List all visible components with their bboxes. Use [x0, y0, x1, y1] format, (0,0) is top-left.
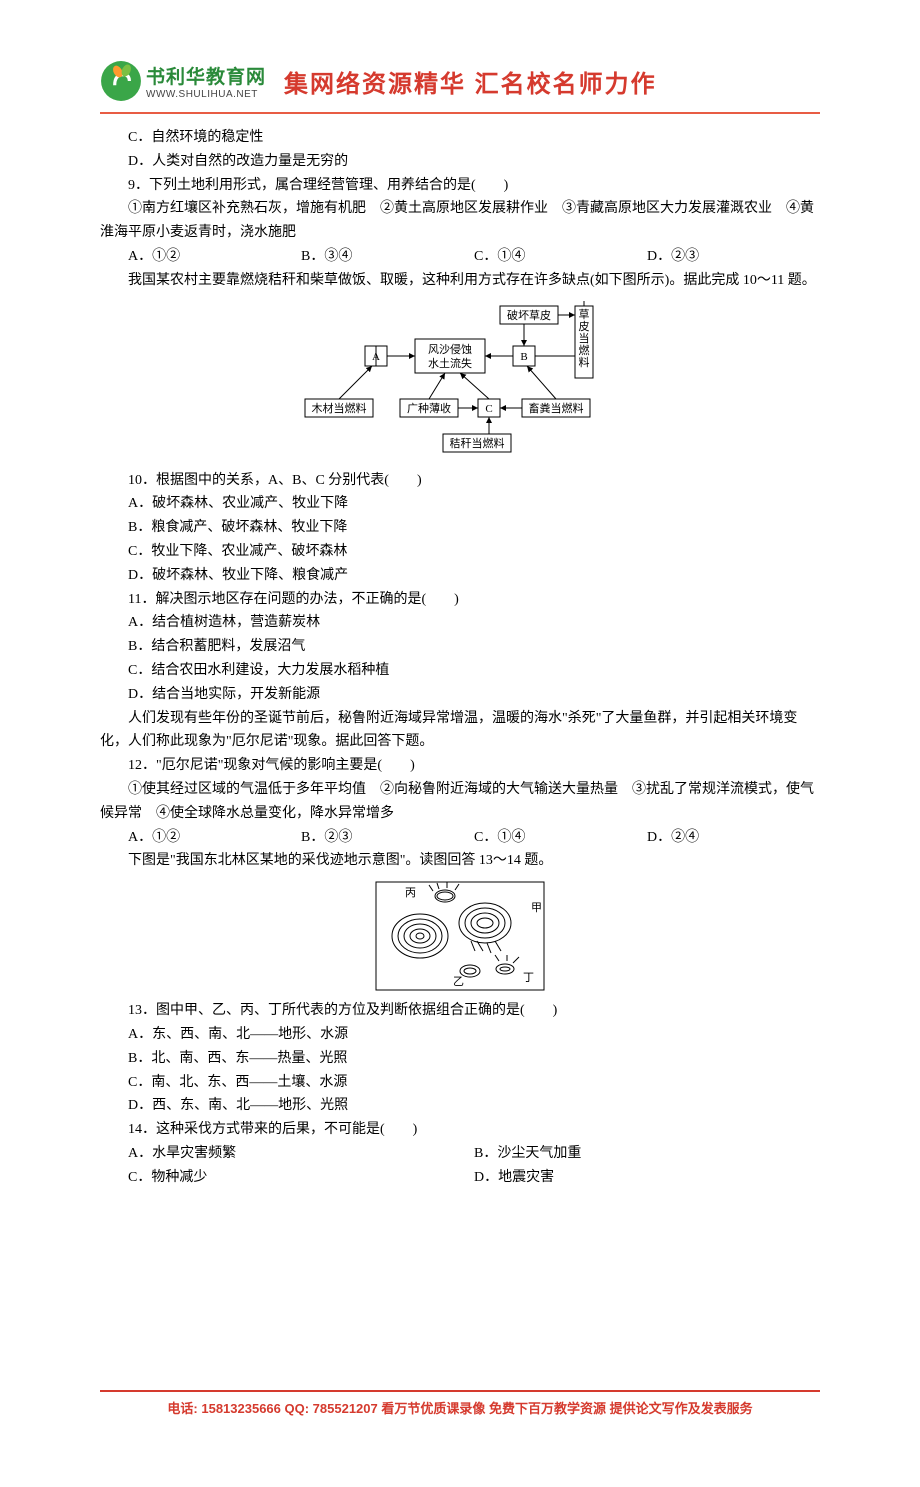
svg-text:料: 料 [579, 355, 590, 369]
passage3: 下图是"我国东北林区某地的采伐迹地示意图"。读图回答 13～14 题。 [100, 849, 820, 873]
q11-d: D．结合当地实际，开发新能源 [100, 683, 820, 707]
site-header: 书利华教育网 WWW.SHULIHUA.NET 集网络资源精华 汇名校名师力作 [100, 60, 820, 102]
q14-stem: 14．这种采伐方式带来的后果，不可能是( ) [100, 1118, 820, 1142]
q9-c: C．①④ [474, 245, 647, 269]
diagram-fuel-cycle: 破坏草皮 草 皮 当 燃 料 A 风沙侵蚀 水土流失 B [100, 301, 820, 461]
d2-br: 丁 [523, 972, 534, 984]
q12-c: C．①④ [474, 826, 647, 850]
q9-b: B．③④ [301, 245, 474, 269]
q14-row1: A．水旱灾害频繁 B．沙尘天气加重 [100, 1142, 820, 1166]
d1-top-right1: 破坏草皮 [507, 308, 551, 322]
q12-a: A．①② [128, 826, 301, 850]
q9-items: ①南方红壤区补充熟石灰，增施有机肥 ②黄土高原地区发展耕作业 ③青藏高原地区大力… [100, 197, 820, 245]
svg-text:风沙侵蚀: 风沙侵蚀 [428, 342, 472, 356]
passage1: 我国某农村主要靠燃烧秸秆和柴草做饭、取暖，这种利用方式存在许多缺点(如下图所示)… [100, 269, 820, 293]
logo-title: 书利华教育网 [146, 62, 266, 89]
d1-C: C [485, 403, 492, 415]
svg-text:当: 当 [579, 331, 590, 345]
slogan: 集网络资源精华 汇名校名师力作 [284, 64, 657, 99]
logo-block: 书利华教育网 WWW.SHULIHUA.NET [100, 60, 266, 102]
svg-text:水土流失: 水土流失 [428, 356, 472, 370]
q11-a: A．结合植树造林，营造薪炭林 [100, 611, 820, 635]
q10-b: B．粮食减产、破坏森林、牧业下降 [100, 516, 820, 540]
q14-b: B．沙尘天气加重 [474, 1142, 820, 1166]
q14-row2: C．物种减少 D．地震灾害 [100, 1166, 820, 1190]
q8-option-c: C．自然环境的稳定性 [100, 126, 820, 150]
q9-stem: 9．下列土地利用形式，属合理经营管理、用养结合的是( ) [100, 174, 820, 198]
d1-bl: 木材当燃料 [312, 401, 367, 415]
q11-b: B．结合积蓄肥料，发展沼气 [100, 635, 820, 659]
q12-items: ①使其经过区域的气温低于多年平均值 ②向秘鲁附近海域的大气输送大量热量 ③扰乱了… [100, 778, 820, 826]
header-divider [100, 112, 820, 114]
logo-subtitle: WWW.SHULIHUA.NET [146, 89, 266, 100]
q11-c: C．结合农田水利建设，大力发展水稻种植 [100, 659, 820, 683]
q14-a: A．水旱灾害频繁 [128, 1142, 474, 1166]
q13-d: D．西、东、南、北——地形、光照 [100, 1094, 820, 1118]
q9-a: A．①② [128, 245, 301, 269]
q13-stem: 13．图中甲、乙、丙、丁所代表的方位及判断依据组合正确的是( ) [100, 999, 820, 1023]
q10-d: D．破坏森林、牧业下降、粮食减产 [100, 564, 820, 588]
d1-bottom: 秸秆当燃料 [450, 436, 505, 450]
q10-stem: 10．根据图中的关系，A、B、C 分别代表( ) [100, 469, 820, 493]
q13-c: C．南、北、东、西——土壤、水源 [100, 1071, 820, 1095]
q8-option-d: D．人类对自然的改造力量是无穷的 [100, 150, 820, 174]
q11-stem: 11．解决图示地区存在问题的办法，不正确的是( ) [100, 588, 820, 612]
content-body: C．自然环境的稳定性 D．人类对自然的改造力量是无穷的 9．下列土地利用形式，属… [100, 126, 820, 1190]
svg-text:燃: 燃 [579, 343, 590, 357]
d1-bm: 广种薄收 [407, 401, 451, 415]
svg-text:皮: 皮 [579, 320, 590, 333]
q12-stem: 12．"厄尔尼诺"现象对气候的影响主要是( ) [100, 754, 820, 778]
q13-b: B．北、南、西、东——热量、光照 [100, 1047, 820, 1071]
d2-tl: 丙 [405, 887, 416, 899]
q10-a: A．破坏森林、农业减产、牧业下降 [100, 492, 820, 516]
footer-text: 电话: 15813235666 QQ: 785521207 看万节优质课录像 免… [100, 1398, 820, 1447]
q12-d: D．②④ [647, 826, 820, 850]
q9-options: A．①② B．③④ C．①④ D．②③ [100, 245, 820, 269]
q10-c: C．牧业下降、农业减产、破坏森林 [100, 540, 820, 564]
q14-d: D．地震灾害 [474, 1166, 820, 1190]
footer-divider [100, 1390, 820, 1392]
q12-b: B．②③ [301, 826, 474, 850]
d2-bl: 乙 [453, 975, 464, 988]
d2-tr: 甲 [531, 902, 542, 914]
q13-a: A．东、西、南、北——地形、水源 [100, 1023, 820, 1047]
q9-d: D．②③ [647, 245, 820, 269]
passage2: 人们发现有些年份的圣诞节前后，秘鲁附近海域异常增温，温暖的海水"杀死"了大量鱼群… [100, 707, 820, 755]
diagram-forest-stumps: 甲 丁 乙 丙 [100, 881, 820, 991]
logo-icon [100, 60, 142, 102]
q12-options: A．①② B．②③ C．①④ D．②④ [100, 826, 820, 850]
d1-br: 畜粪当燃料 [529, 401, 584, 415]
svg-text:草: 草 [579, 308, 590, 321]
d1-B: B [520, 351, 527, 363]
q14-c: C．物种减少 [128, 1166, 474, 1190]
